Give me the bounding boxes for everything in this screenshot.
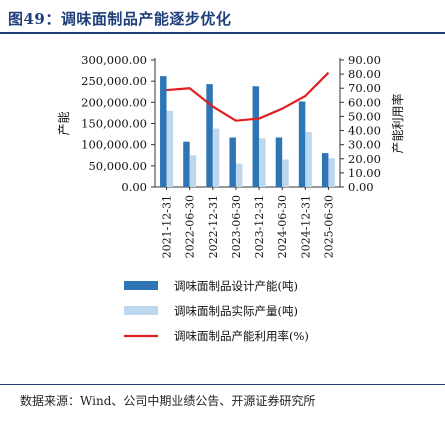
right-tick-label: 70.00	[348, 81, 381, 95]
bar-capacity	[183, 141, 190, 187]
chart-title: 图49：调味面制品产能逐步优化	[8, 10, 232, 28]
source-rule	[0, 384, 445, 385]
bar-capacity	[321, 153, 329, 187]
right-tick-label: 0.00	[348, 180, 374, 194]
x-tick-label: 2025-06-30	[322, 195, 335, 258]
axes: 300,000.00 250,000.00 200,000.00 150,000.00…	[57, 53, 405, 258]
bar-production	[305, 131, 312, 187]
legend-label: 调味面制品实际产量(吨)	[174, 304, 298, 318]
bar-capacity	[298, 101, 306, 187]
right-tick-label: 30.00	[348, 138, 381, 152]
left-tick-label: 100,000.00	[81, 138, 147, 152]
left-tick-label: 0.00	[121, 180, 147, 194]
utilization-line	[166, 71, 330, 122]
bar-production	[212, 128, 220, 187]
left-tick-label: 300,000.00	[81, 53, 147, 67]
legend-label: 调味面制品设计产能(吨)	[174, 279, 298, 293]
legend: 调味面制品设计产能(吨) 调味面制品实际产量(吨) 调味面制品产能利用率(%)	[124, 279, 309, 343]
right-tick-label: 60.00	[348, 95, 381, 109]
left-tick-label: 200,000.00	[81, 95, 147, 109]
bar-production	[166, 110, 174, 187]
legend-swatch	[124, 281, 158, 290]
bar-capacity	[206, 84, 213, 187]
right-tick-label: 50.00	[348, 109, 381, 123]
right-tick-label: 80.00	[348, 67, 381, 81]
left-tick-label: 250,000.00	[81, 74, 147, 88]
bars	[160, 76, 335, 187]
x-tick-label: 2023-12-31	[253, 195, 266, 258]
bar-production	[282, 159, 289, 187]
left-tick-label: 150,000.00	[81, 117, 147, 131]
source-note: 数据来源：Wind、公司中期业绩公告、开源证券研究所	[20, 394, 316, 408]
right-tick-label: 40.00	[348, 124, 381, 138]
x-tick-label: 2023-06-30	[230, 195, 243, 258]
right-axis-label: 产能利用率	[390, 93, 405, 153]
bar-capacity	[160, 76, 167, 187]
bar-capacity	[252, 86, 260, 187]
left-axis-label: 产能	[57, 111, 71, 135]
right-tick-label: 20.00	[348, 152, 381, 166]
bar-production	[189, 155, 197, 187]
x-tick-label: 2024-12-31	[299, 195, 312, 258]
bar-capacity	[229, 137, 236, 187]
bar-production	[328, 158, 335, 187]
bar-production	[259, 138, 266, 187]
left-tick-label: 50,000.00	[88, 159, 147, 173]
legend-swatch	[124, 306, 158, 315]
x-tick-label: 2021-12-31	[161, 195, 174, 258]
right-tick-label: 90.00	[348, 53, 381, 67]
x-tick-label: 2022-06-30	[184, 195, 197, 258]
bar-production	[235, 163, 243, 187]
line-utilization	[166, 71, 330, 122]
title-rule	[0, 32, 445, 34]
x-tick-label: 2024-06-30	[276, 195, 289, 258]
bar-capacity	[275, 137, 283, 187]
legend-label: 调味面制品产能利用率(%)	[174, 329, 309, 343]
right-tick-label: 10.00	[348, 166, 381, 180]
x-tick-label: 2022-12-31	[207, 195, 220, 258]
